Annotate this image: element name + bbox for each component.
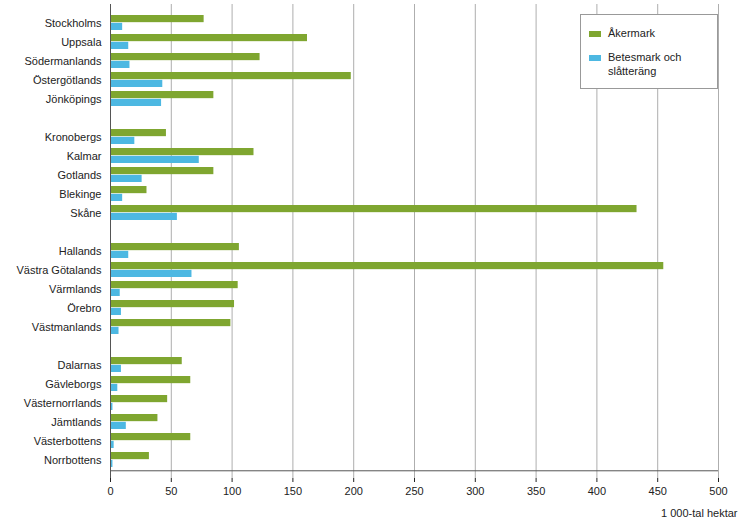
svg-text:0: 0 bbox=[107, 485, 113, 497]
svg-text:Blekinge: Blekinge bbox=[59, 188, 101, 200]
svg-text:Värmlands: Värmlands bbox=[49, 283, 102, 295]
svg-text:Uppsala: Uppsala bbox=[61, 36, 102, 48]
svg-text:Västernorrlands: Västernorrlands bbox=[24, 397, 102, 409]
svg-text:50: 50 bbox=[165, 485, 177, 497]
svg-text:Jönköpings: Jönköpings bbox=[46, 93, 102, 105]
svg-text:400: 400 bbox=[588, 485, 606, 497]
svg-text:Hallands: Hallands bbox=[59, 245, 102, 257]
svg-text:250: 250 bbox=[405, 485, 423, 497]
svg-text:150: 150 bbox=[284, 485, 302, 497]
svg-text:1 000-tal hektar: 1 000-tal hektar bbox=[661, 507, 738, 519]
svg-text:Östergötlands: Östergötlands bbox=[33, 74, 102, 86]
svg-text:Kronobergs: Kronobergs bbox=[45, 131, 102, 143]
svg-text:200: 200 bbox=[345, 485, 363, 497]
html-text:Betesmark och slåtteräng: Betesmark och slåtteräng bbox=[608, 50, 682, 77]
svg-text:300: 300 bbox=[466, 485, 484, 497]
svg-text:Västerbottens: Västerbottens bbox=[34, 435, 102, 447]
svg-text:Västmanlands: Västmanlands bbox=[32, 321, 102, 333]
svg-text:Gävleborgs: Gävleborgs bbox=[45, 378, 102, 390]
svg-text:Jämtlands: Jämtlands bbox=[51, 416, 102, 428]
svg-text:Örebro: Örebro bbox=[67, 302, 101, 314]
html-text:Åkermark: Åkermark bbox=[608, 27, 656, 39]
svg-text:Skåne: Skåne bbox=[70, 207, 101, 219]
svg-text:Stockholms: Stockholms bbox=[45, 17, 102, 29]
svg-text:500: 500 bbox=[709, 485, 727, 497]
svg-text:450: 450 bbox=[649, 485, 667, 497]
svg-text:350: 350 bbox=[527, 485, 545, 497]
svg-text:Västra Götalands: Västra Götalands bbox=[17, 264, 102, 276]
svg-text:Södermanlands: Södermanlands bbox=[24, 55, 102, 67]
svg-text:Kalmar: Kalmar bbox=[67, 150, 102, 162]
svg-text:Dalarnas: Dalarnas bbox=[57, 359, 102, 371]
svg-text:100: 100 bbox=[223, 485, 241, 497]
svg-text:Gotlands: Gotlands bbox=[57, 169, 102, 181]
svg-text:Norrbottens: Norrbottens bbox=[44, 454, 102, 466]
